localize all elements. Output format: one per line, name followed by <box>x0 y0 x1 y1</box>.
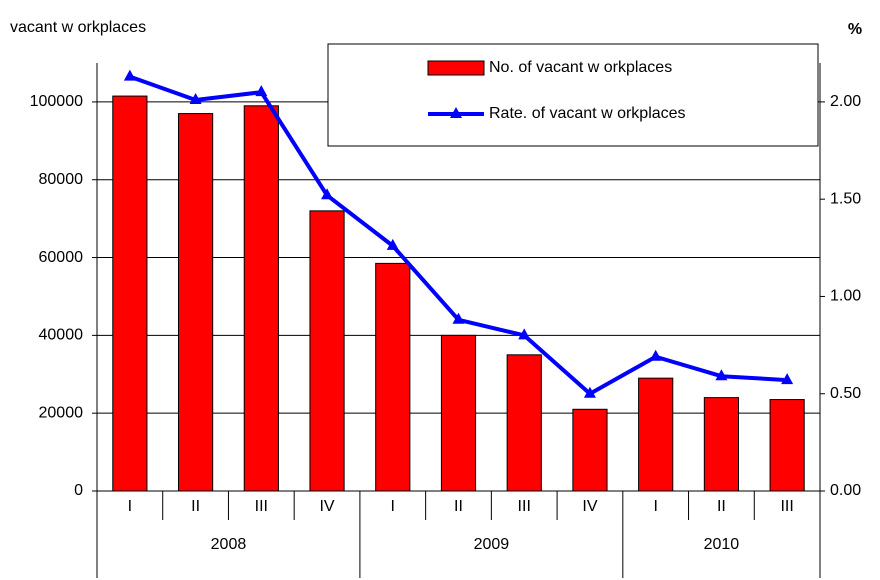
y-tick-label: 20000 <box>39 404 84 421</box>
bar <box>375 262 411 492</box>
y-tick-label: 40000 <box>39 327 84 344</box>
x-tick-label: II <box>717 498 726 515</box>
y2-axis-title: % <box>848 21 862 38</box>
bar <box>506 354 542 492</box>
bar <box>112 95 148 492</box>
y-tick-label: 80000 <box>39 171 84 188</box>
y-tick-label: 100000 <box>30 93 83 110</box>
x-tick-label: IV <box>319 498 334 515</box>
bar <box>243 105 279 492</box>
y2-tick-label: 0.50 <box>830 385 861 402</box>
legend-swatch <box>427 60 485 76</box>
bar <box>440 334 477 492</box>
y2-tick-label: 0.00 <box>830 482 861 499</box>
y-tick-label: 0 <box>74 482 83 499</box>
bar <box>769 399 805 492</box>
bar <box>572 408 608 492</box>
x-tick-label: II <box>454 498 463 515</box>
line-marker <box>255 85 268 97</box>
bar <box>638 377 674 492</box>
line-marker <box>321 188 334 200</box>
line-marker <box>123 69 136 81</box>
bar <box>703 397 739 492</box>
y-axis-title: vacant w orkplaces <box>10 19 146 36</box>
legend-marker <box>450 107 462 118</box>
x-tick-label: III <box>518 498 531 515</box>
legend-box <box>327 43 819 147</box>
x-group-label: 2010 <box>704 536 740 553</box>
line-marker <box>189 92 202 104</box>
x-group-label: 2008 <box>211 536 247 553</box>
x-tick-label: III <box>255 498 268 515</box>
x-tick-label: II <box>191 498 200 515</box>
y2-tick-label: 1.50 <box>830 190 861 207</box>
line-marker <box>583 386 596 398</box>
line-marker <box>781 373 794 385</box>
line-marker <box>452 312 465 324</box>
bar <box>309 210 345 492</box>
line-marker <box>715 369 728 381</box>
line-marker <box>649 349 662 361</box>
x-tick-label: I <box>391 498 395 515</box>
y-tick-label: 60000 <box>39 249 84 266</box>
x-group-label: 2009 <box>474 536 510 553</box>
legend-label: Rate. of vacant w orkplaces <box>489 105 686 122</box>
legend-label: No. of vacant w orkplaces <box>489 59 672 76</box>
y2-tick-label: 1.00 <box>830 288 861 305</box>
x-tick-label: IV <box>582 498 597 515</box>
x-tick-label: III <box>780 498 793 515</box>
x-tick-label: I <box>128 498 132 515</box>
line-marker <box>386 238 399 250</box>
y2-tick-label: 2.00 <box>830 93 861 110</box>
x-tick-label: I <box>653 498 657 515</box>
bar <box>178 113 214 492</box>
line-marker <box>518 328 531 340</box>
